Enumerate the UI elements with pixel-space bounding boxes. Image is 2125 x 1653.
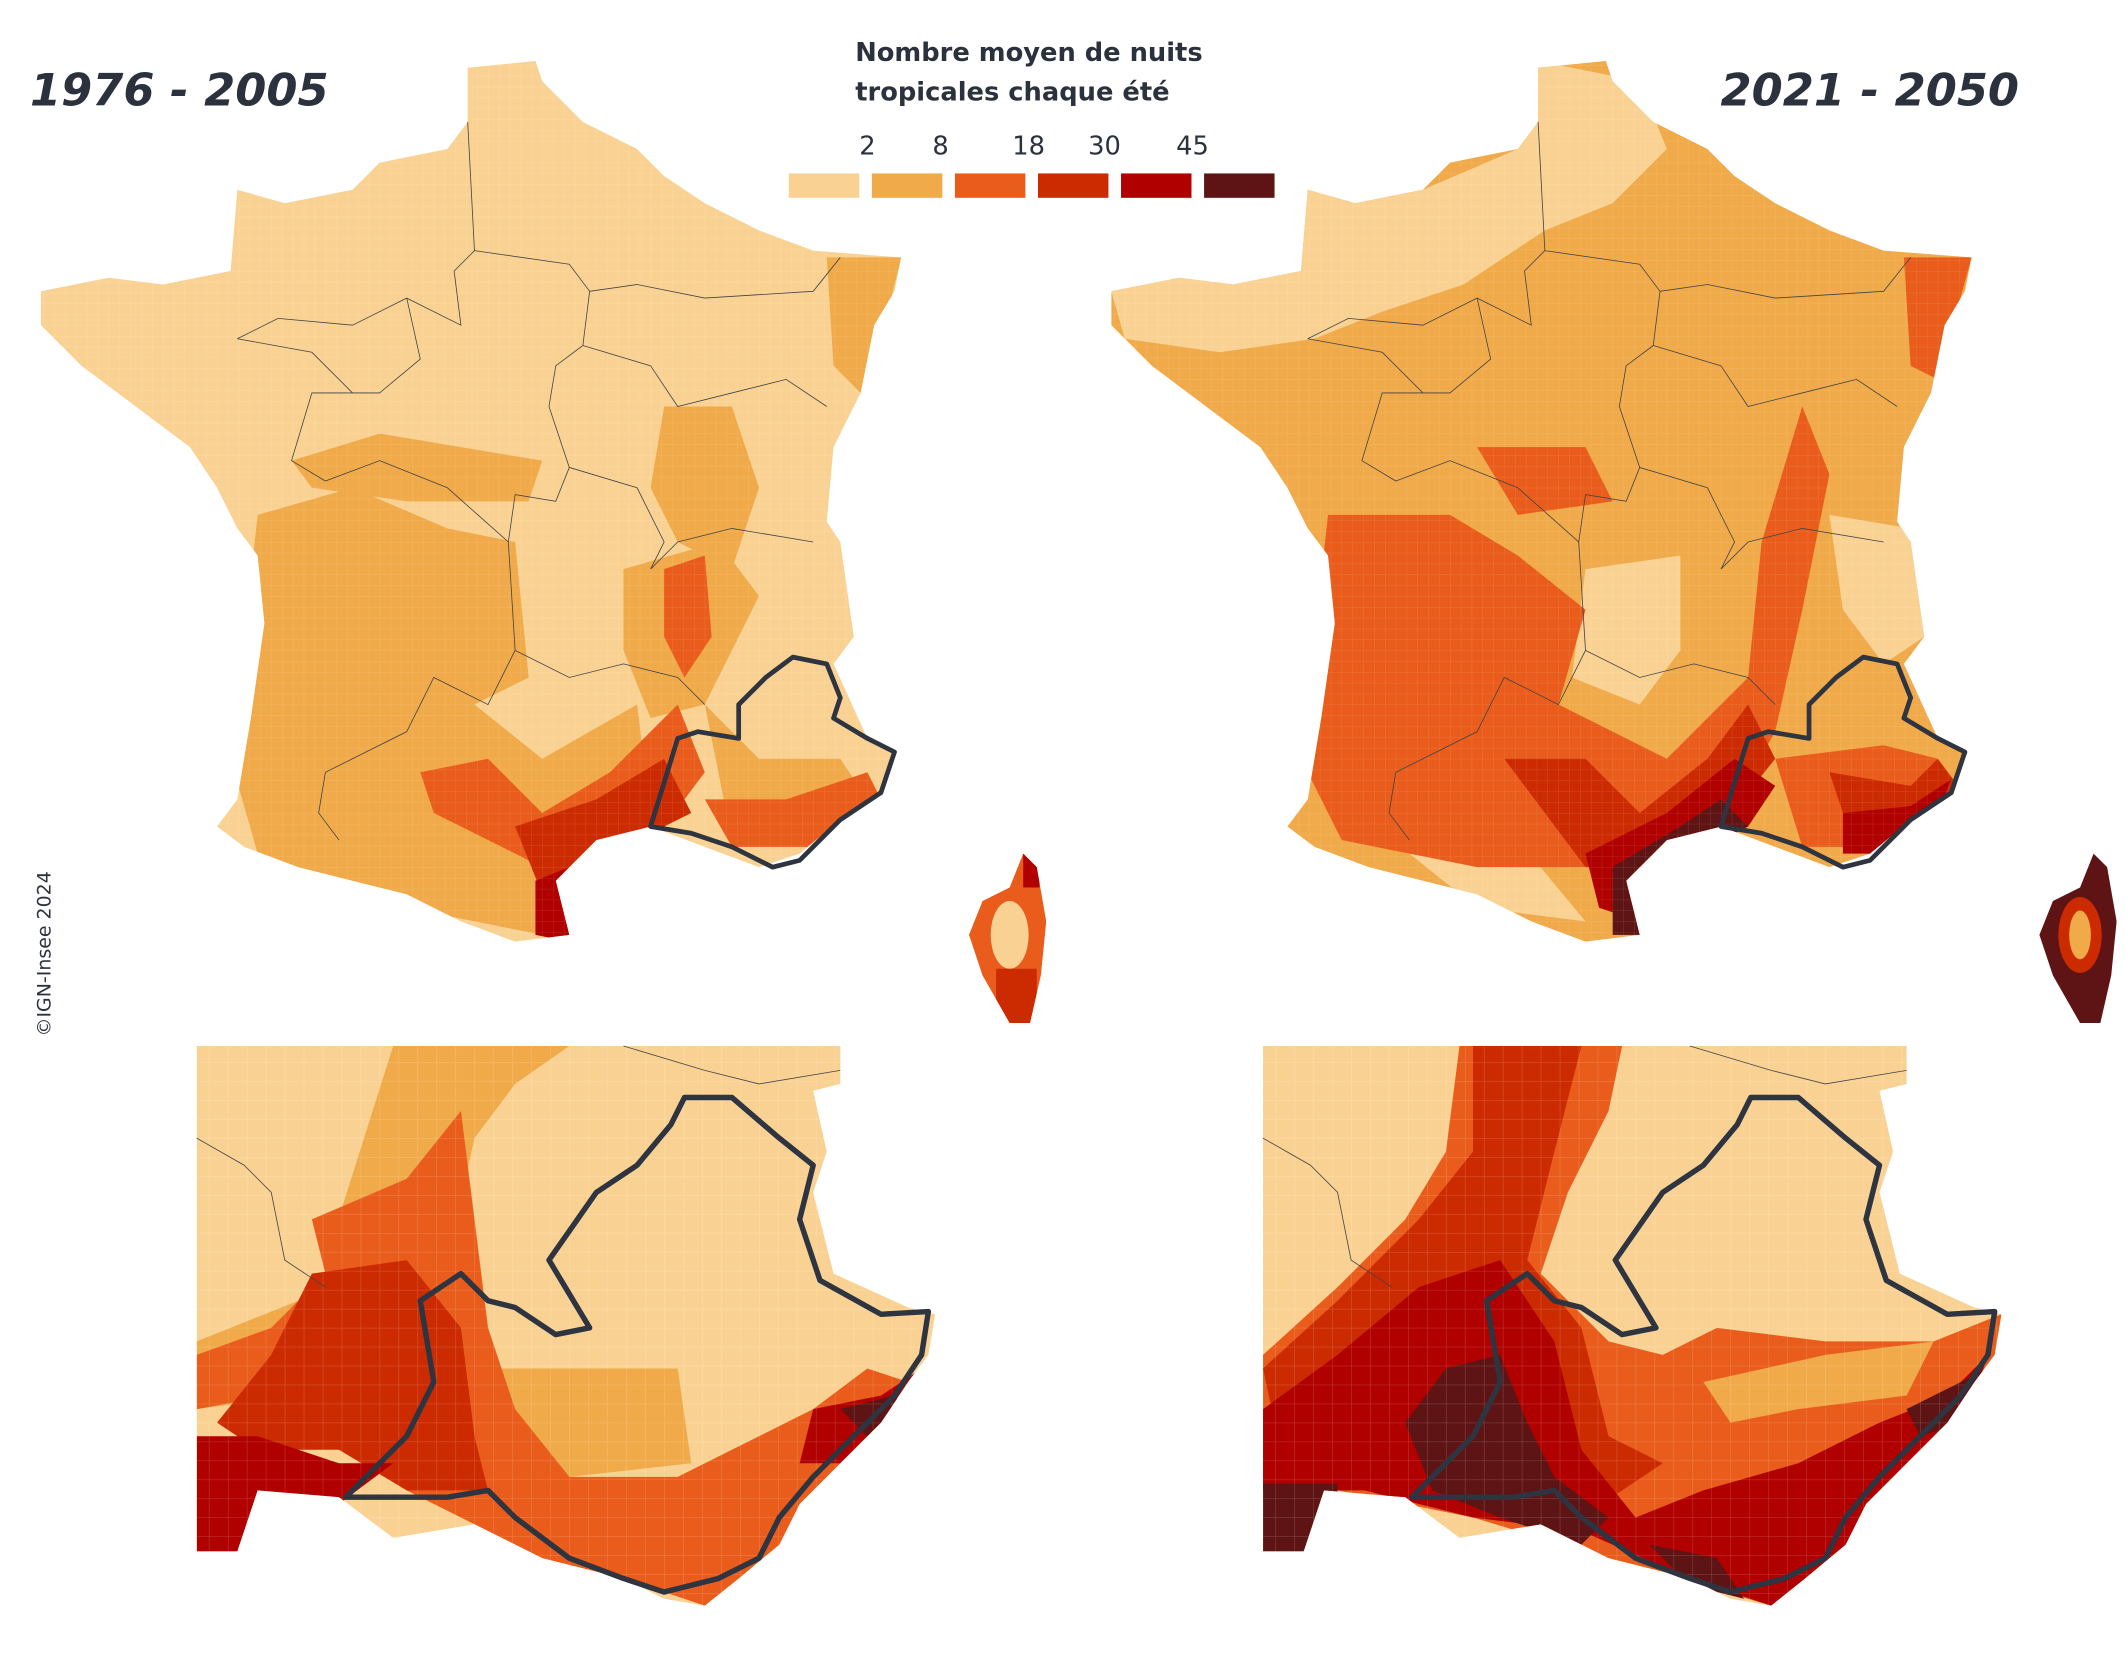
- inset-paca-2021-2050: [1262, 1045, 2002, 1606]
- inset-paca-1976-2005: [196, 1045, 936, 1606]
- legend-break: 30: [1088, 131, 1121, 161]
- legend-swatch: [788, 173, 860, 198]
- corsica-2021-2050: [2039, 853, 2117, 1023]
- copyright-credit: ©IGN-Insee 2024: [33, 871, 55, 1036]
- legend-title-line1: Nombre moyen de nuits: [855, 38, 1202, 68]
- legend-swatch: [954, 173, 1026, 198]
- period-title-right: 2021 - 2050: [1721, 64, 2020, 117]
- paca-region-outline: [1409, 1094, 1998, 1595]
- legend-swatch: [1037, 173, 1109, 198]
- legend-break: 2: [859, 131, 875, 161]
- paca-region-outline: [648, 654, 897, 870]
- period-title-left: 1976 - 2005: [30, 64, 329, 117]
- corsica-1976-2005: [969, 853, 1047, 1023]
- legend-swatch: [1204, 173, 1275, 198]
- map-france-2021-2050: [1111, 60, 2117, 1023]
- region-boundaries: [237, 121, 841, 841]
- legend-swatch: [871, 173, 943, 198]
- legend-break: 8: [932, 131, 948, 161]
- legend-title-line2: tropicales chaque été: [855, 77, 1169, 107]
- legend-swatch: [1121, 173, 1192, 198]
- legend: Nombre moyen de nuits tropicales chaque …: [788, 38, 1275, 198]
- map-france-1976-2005: [40, 60, 1047, 1023]
- legend-break: 18: [1012, 131, 1045, 161]
- legend-break: 45: [1176, 131, 1209, 161]
- paca-region-outline: [1718, 654, 1968, 870]
- paca-region-outline: [343, 1094, 932, 1595]
